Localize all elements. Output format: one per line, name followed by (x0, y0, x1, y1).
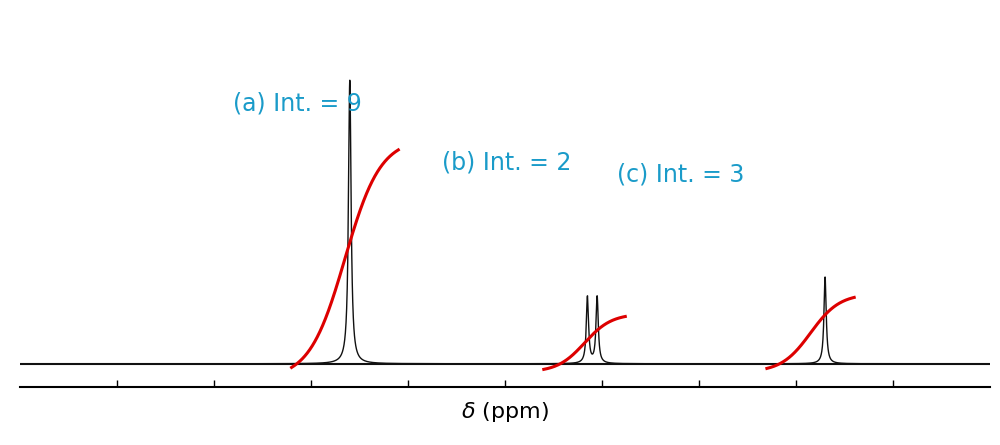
Text: (c) Int. = 3: (c) Int. = 3 (617, 162, 744, 186)
X-axis label: $\delta$ (ppm): $\delta$ (ppm) (461, 400, 549, 425)
Text: (b) Int. = 2: (b) Int. = 2 (442, 151, 571, 175)
Text: (a) Int. = 9: (a) Int. = 9 (233, 91, 362, 115)
